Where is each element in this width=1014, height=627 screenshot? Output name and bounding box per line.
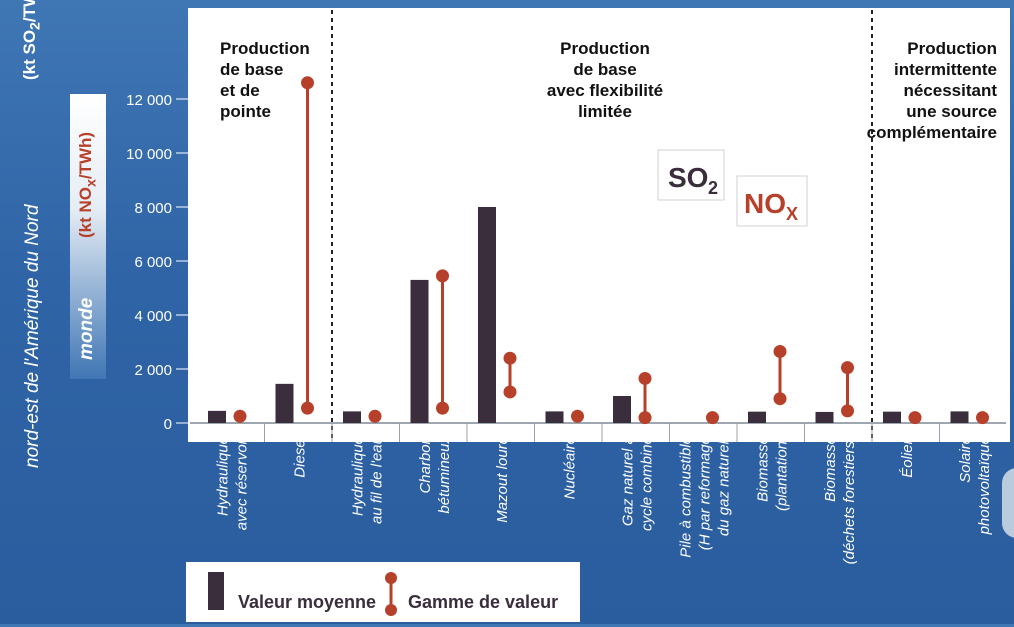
so2-badge-box (657, 149, 725, 201)
y-tick-label: 2 000 (134, 362, 172, 379)
plot-panel (188, 8, 1010, 442)
mean-bar (343, 411, 361, 423)
x-tick-label: cycle combiné (638, 436, 655, 531)
mean-bar (478, 207, 496, 423)
range-min-dot (301, 401, 314, 415)
mean-bar (950, 411, 969, 423)
section-title-line: de base (220, 60, 283, 79)
legend: Valeur moyenne Gamme de valeur (186, 562, 580, 622)
section-title-line: Production (907, 39, 997, 58)
section-title-line: une source (906, 102, 997, 121)
range-min-dot (773, 392, 787, 406)
y-axis: 0 2 000 4 000 6 000 8 000 10 000 12 000 (126, 92, 1006, 433)
mean-bar (275, 383, 294, 423)
range-min-dot (571, 409, 584, 423)
x-tick-label: Pile à combustible (677, 436, 694, 558)
section-title-line: et de (220, 81, 260, 100)
range-min-dot (503, 385, 517, 399)
x-tick-label: Diesel (291, 435, 308, 477)
y-tick-label: 8 000 (134, 200, 172, 217)
x-tick-label: du gaz naturel) (715, 436, 732, 536)
mean-bar (208, 410, 226, 423)
x-tick-label: Biomasse (754, 436, 771, 502)
nox-badge-text: NO (744, 188, 786, 219)
section-title-line: de base (573, 60, 636, 79)
x-tick-label: Biomasse (822, 436, 839, 502)
range-markers (233, 76, 989, 425)
y-tick-label: 6 000 (134, 254, 172, 271)
range-min-dot (908, 411, 922, 425)
x-tick-label: avec réservoir (233, 435, 250, 530)
section-title-line: Production (560, 39, 650, 58)
mean-bars (208, 207, 969, 423)
legend-svg: Valeur moyenne Gamme de valeur (208, 572, 558, 616)
range-max-dot (841, 361, 854, 375)
range-max-dot (301, 76, 314, 90)
range-min-dot (436, 401, 449, 415)
section-title-line: complémentaire (867, 123, 997, 142)
x-tick-label: Nucléaire (561, 436, 578, 499)
range-min-dot (841, 404, 854, 418)
range-max-dot (503, 351, 517, 365)
x-tick-label: Gaz naturel à (619, 436, 636, 526)
x-tick-label: (déchets forestiers) (841, 436, 858, 564)
x-tick-label: Éolien (899, 436, 916, 478)
legend-range-top-dot (385, 572, 397, 584)
range-max-dot (773, 344, 787, 358)
legend-mean-label: Valeur moyenne (238, 592, 376, 612)
legend-range-bottom-dot (385, 604, 397, 616)
range-min-dot (233, 409, 247, 423)
range-min-dot (368, 409, 382, 423)
mean-bar (815, 411, 834, 423)
range-min-dot (638, 411, 652, 425)
x-tick-label: au fil de l'eau (368, 435, 385, 524)
legend-mean-swatch (208, 572, 224, 610)
x-tick-label: Hydraulique (214, 436, 231, 516)
legend-range-label: Gamme de valeur (408, 592, 558, 612)
section-title-line: nécessitant (903, 81, 997, 100)
y-tick-label: 4 000 (134, 308, 172, 325)
mean-bar (613, 396, 631, 423)
y-tick-label: 10 000 (126, 146, 172, 163)
nox-badge-sub: X (786, 204, 798, 224)
so2-badge-text: SO (668, 162, 708, 193)
so2-badge-sub: 2 (708, 178, 718, 198)
x-tick-label: photovoltaïque (976, 436, 993, 535)
mean-bar (545, 411, 564, 423)
x-tick-label: Charbon (417, 436, 434, 494)
range-max-dot (436, 269, 449, 283)
x-tick-label: Solaire (957, 436, 974, 483)
range-min-dot (706, 411, 719, 425)
x-tick-label: bétumineux (436, 436, 453, 514)
x-tick-labels: Hydraulique avec réservoir Diesel Hydrauliq… (214, 435, 993, 564)
section-title-line: limitée (578, 102, 632, 121)
section-title-line: pointe (220, 102, 271, 121)
mean-bar (410, 279, 429, 423)
section-title-line: Production (220, 39, 310, 58)
section-title-line: avec flexibilité (547, 81, 663, 100)
x-tick-label: Hydraulique (349, 436, 366, 516)
x-tick-label: (H par reformage (696, 436, 713, 550)
mean-bar (748, 411, 766, 423)
section-title-line: intermittente (894, 60, 997, 79)
y-tick-label: 12 000 (126, 92, 172, 109)
section-titles: Production de base et de pointe Production de… (220, 39, 997, 142)
world-panel (70, 94, 106, 379)
page-edge-decoration (1002, 468, 1014, 538)
range-min-dot (976, 411, 989, 425)
nox-badge-box (736, 175, 808, 227)
y-tick-label: 0 (164, 416, 172, 433)
mean-bar (883, 411, 901, 423)
section-dividers (264, 10, 940, 442)
x-tick-label: Mazout lourd (494, 435, 511, 522)
range-max-dot (638, 371, 652, 385)
x-tick-label: (plantation) (773, 436, 790, 511)
pollutant-badges: SO 2 NO X (657, 149, 808, 227)
